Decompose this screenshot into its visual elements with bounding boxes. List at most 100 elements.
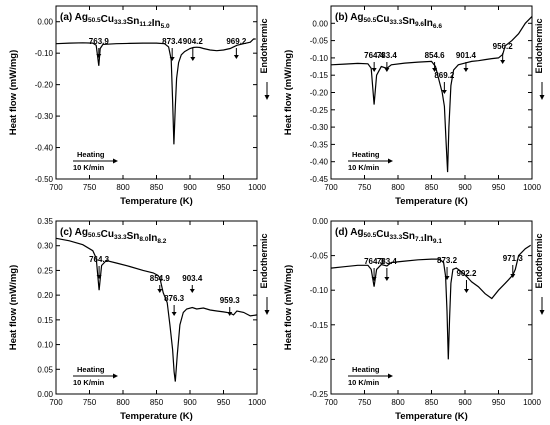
peak-arrow-head xyxy=(441,90,447,94)
y-tick-label: -0.30 xyxy=(35,112,54,121)
x-tick-label: 850 xyxy=(425,398,439,407)
peak-label: 783.4 xyxy=(377,51,398,60)
rate-label: 10 K/min xyxy=(73,378,105,387)
y-axis-title: Heat flow (mW/mg) xyxy=(283,265,294,351)
peak-label: 971.3 xyxy=(503,254,524,263)
y-tick-label: -0.50 xyxy=(35,175,54,184)
x-tick-label: 750 xyxy=(83,398,97,407)
y-tick-label: 0.10 xyxy=(37,341,53,350)
peak-arrow-head xyxy=(233,55,239,59)
y-tick-label: 0.00 xyxy=(37,390,53,399)
y-tick-label: -0.05 xyxy=(310,252,329,261)
x-tick-label: 750 xyxy=(358,183,372,192)
endothermic-label: Endothermic xyxy=(534,233,544,288)
y-tick-label: -0.15 xyxy=(310,321,329,330)
peak-arrow-head xyxy=(444,276,450,280)
rate-label: 10 K/min xyxy=(73,163,105,172)
heating-label: Heating xyxy=(77,365,105,374)
x-tick-label: 900 xyxy=(458,183,472,192)
y-tick-label: -0.25 xyxy=(310,390,329,399)
x-tick-label: 950 xyxy=(492,398,506,407)
endothermic-label: Endothermic xyxy=(259,18,269,73)
x-tick-label: 700 xyxy=(324,183,338,192)
y-axis-title: Heat flow (mW/mg) xyxy=(8,50,19,136)
x-tick-label: 850 xyxy=(150,398,164,407)
x-tick-label: 1000 xyxy=(248,183,266,192)
y-tick-label: 0.00 xyxy=(312,19,328,28)
rate-label: 10 K/min xyxy=(348,163,380,172)
peak-label: 903.4 xyxy=(182,274,203,283)
y-tick-label: -0.40 xyxy=(310,158,329,167)
y-tick-label: -0.20 xyxy=(310,89,329,98)
dsc-curve xyxy=(55,237,258,382)
peak-label: 901.4 xyxy=(456,51,477,60)
peak-arrow-head xyxy=(96,54,102,58)
x-tick-label: 800 xyxy=(116,183,130,192)
heating-arrow-head xyxy=(388,373,393,379)
x-tick-label: 800 xyxy=(116,398,130,407)
peak-arrow-head xyxy=(157,289,163,293)
peak-label: 956.2 xyxy=(493,42,514,51)
panel-c: 700 750 800 850 900 950 1000 0.35 0.30 0.25 0.20 0.… xyxy=(8,217,270,422)
heating-arrow-head xyxy=(388,158,393,164)
heating-label: Heating xyxy=(352,365,380,374)
x-tick-label: 800 xyxy=(391,398,405,407)
y-tick-label: -0.05 xyxy=(310,37,329,46)
peak-label: 783.4 xyxy=(377,257,398,266)
peak-arrow-head xyxy=(371,277,377,281)
peak-label: 854.9 xyxy=(150,274,171,283)
y-tick-label: 0.25 xyxy=(37,266,53,275)
panel-title: (a) Ag50.5Cu33.3Sn11.2In5.0 xyxy=(60,12,170,30)
peak-arrow-head xyxy=(227,312,233,316)
endothermic-arrow-head xyxy=(264,310,270,315)
peak-arrow-head xyxy=(463,68,469,72)
peak-arrow-head xyxy=(510,274,516,278)
x-tick-label: 950 xyxy=(217,183,231,192)
heating-label: Heating xyxy=(352,150,380,159)
peak-label: 873.2 xyxy=(437,256,458,265)
y-tick-label: -0.25 xyxy=(310,106,329,115)
heating-label: Heating xyxy=(77,150,105,159)
peak-arrow-head xyxy=(171,312,177,316)
x-axis-title: Temperature (K) xyxy=(395,196,468,207)
peak-arrow-head xyxy=(500,60,506,64)
x-tick-label: 1000 xyxy=(248,398,266,407)
x-tick-label: 900 xyxy=(458,398,472,407)
x-tick-label: 850 xyxy=(425,183,439,192)
x-tick-label: 700 xyxy=(49,398,63,407)
y-tick-label: -0.10 xyxy=(35,49,54,58)
y-tick-label: 0.30 xyxy=(37,242,53,251)
peak-label: 876.3 xyxy=(164,294,185,303)
endothermic-arrow-head xyxy=(264,95,270,100)
x-tick-label: 700 xyxy=(324,398,338,407)
peak-label: 763.9 xyxy=(89,37,110,46)
x-axis-title: Temperature (K) xyxy=(120,411,193,422)
panel-b: 700 750 800 850 900 950 1000 0.00 -0.05 -0.10 -0.1… xyxy=(283,5,545,207)
peak-arrow-head xyxy=(190,57,196,61)
y-axis-title: Heat flow (mW/mg) xyxy=(8,265,19,351)
peak-arrow-head xyxy=(169,57,175,61)
peak-arrow-head xyxy=(384,68,390,72)
y-tick-label: -0.10 xyxy=(310,286,329,295)
endothermic-arrow-head xyxy=(539,310,545,315)
panel-title: (d) Ag50.5Cu33.3Sn7.1In9.1 xyxy=(335,227,442,245)
y-tick-label: -0.30 xyxy=(310,123,329,132)
dsc-curve xyxy=(330,244,532,360)
dsc-curve xyxy=(330,15,533,173)
panel-d: 700 750 800 850 900 950 1000 0.00 -0.05 -0.10 -0.1… xyxy=(283,217,545,422)
peak-label: 764.3 xyxy=(89,255,110,264)
y-tick-label: 0.00 xyxy=(37,18,53,27)
peak-label: 902.2 xyxy=(456,269,477,278)
y-tick-label: -0.20 xyxy=(310,355,329,364)
y-tick-label: -0.40 xyxy=(35,144,54,153)
peak-arrow-head xyxy=(189,289,195,293)
y-tick-label: -0.35 xyxy=(310,140,329,149)
peak-label: 959.3 xyxy=(220,296,241,305)
x-tick-label: 850 xyxy=(150,183,164,192)
y-tick-label: 0.05 xyxy=(37,365,53,374)
heating-arrow-head xyxy=(113,158,118,164)
x-tick-label: 1000 xyxy=(523,183,541,192)
y-tick-label: 0.20 xyxy=(37,291,53,300)
y-tick-label: 0.00 xyxy=(312,217,328,226)
y-tick-label: -0.15 xyxy=(310,71,329,80)
